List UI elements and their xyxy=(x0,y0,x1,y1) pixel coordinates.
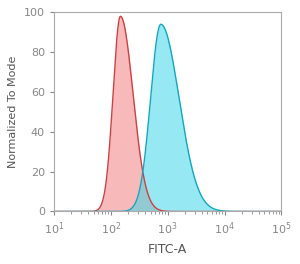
X-axis label: FITC-A: FITC-A xyxy=(148,243,187,256)
Y-axis label: Normalized To Mode: Normalized To Mode xyxy=(8,56,18,168)
